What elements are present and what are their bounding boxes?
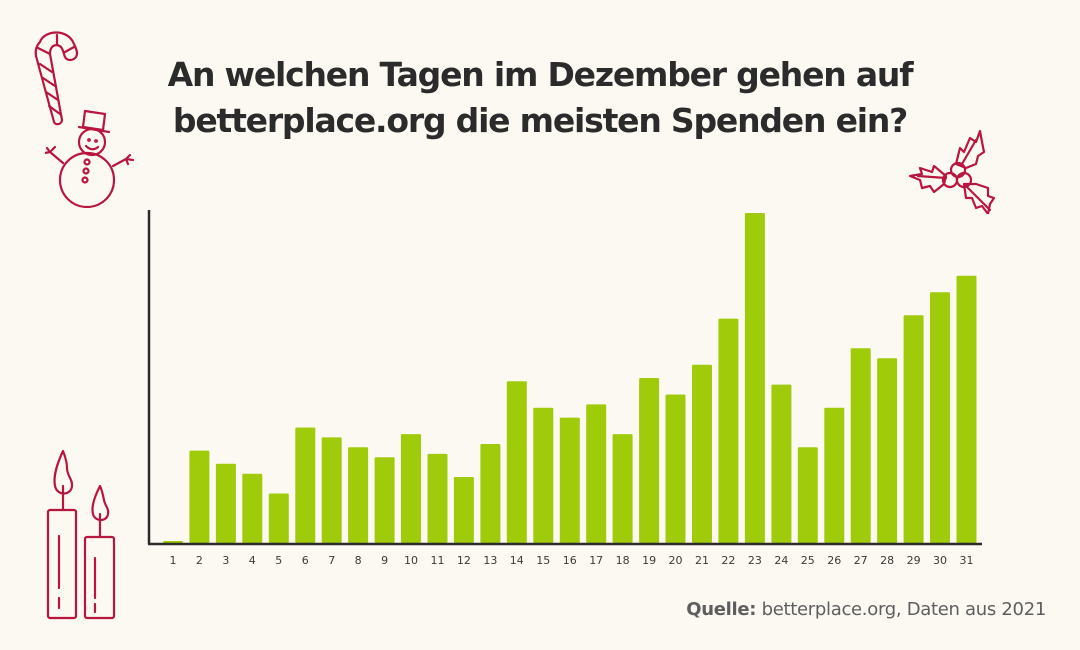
bar-day-24	[771, 384, 792, 543]
bar-day-19	[639, 378, 660, 543]
bar-day-18	[612, 434, 633, 543]
x-tick-label: 9	[381, 554, 388, 567]
source-label: Quelle:	[686, 599, 757, 620]
bar-day-23	[744, 213, 765, 543]
x-tick-label: 12	[457, 554, 471, 567]
bar-day-20	[665, 394, 686, 543]
bar-day-1	[163, 541, 183, 543]
x-tick-label: 7	[328, 554, 335, 567]
title-line-1: An welchen Tagen im Dezember gehen auf	[167, 55, 914, 94]
candles-icon	[46, 449, 116, 620]
x-tick-label: 21	[695, 554, 709, 567]
bar-day-13	[480, 444, 501, 543]
bar-day-21	[692, 364, 712, 543]
bar-day-9	[374, 457, 395, 543]
x-tick-label: 26	[827, 554, 841, 567]
x-tick-label: 8	[355, 554, 362, 567]
bar-day-16	[559, 417, 580, 543]
x-tick-label: 23	[748, 554, 762, 567]
x-tick-label: 18	[616, 554, 630, 567]
bar-day-10	[401, 434, 421, 543]
x-tick-label: 31	[960, 554, 974, 567]
bar-day-30	[930, 292, 950, 543]
x-tick-label: 20	[669, 554, 683, 567]
bar-day-12	[453, 477, 474, 543]
x-tick-label: 3	[222, 554, 229, 567]
x-tick-label: 1	[170, 554, 177, 567]
bar-day-15	[533, 407, 554, 543]
x-tick-label: 11	[431, 554, 445, 567]
bar-day-17	[586, 404, 607, 543]
holly-icon	[908, 129, 996, 214]
bar-day-31	[956, 275, 977, 543]
x-tick-label: 2	[196, 554, 203, 567]
x-tick-label: 22	[721, 554, 735, 567]
bar-day-11	[427, 453, 448, 543]
bar-day-27	[850, 348, 871, 543]
x-tick-label: 24	[774, 554, 788, 567]
bar-day-2	[189, 450, 210, 543]
x-tick-label: 10	[404, 554, 418, 567]
x-tick-label: 28	[880, 554, 894, 567]
bars-group	[163, 213, 977, 543]
bar-day-14	[506, 381, 527, 543]
x-tick-label: 14	[510, 554, 524, 567]
x-tick-label: 15	[536, 554, 550, 567]
bar-day-3	[215, 463, 236, 543]
snowman-icon	[45, 109, 135, 208]
x-tick-label: 16	[563, 554, 577, 567]
bar-day-7	[321, 437, 342, 543]
bar-day-26	[824, 407, 845, 543]
bar-day-22	[718, 318, 739, 543]
x-tick-label: 4	[249, 554, 256, 567]
x-tick-label: 17	[589, 554, 603, 567]
x-tick-labels: 1 2 3 4 5 6 7 8 9 10 11 12 13 14 15 16 17 18 19 20 21 22 23 24 2…	[170, 554, 974, 567]
x-tick-label: 25	[801, 554, 815, 567]
bar-day-29	[903, 315, 924, 543]
x-tick-label: 29	[907, 554, 921, 567]
title-line-2: betterplace.org die meisten Spenden ein?	[172, 101, 908, 140]
x-tick-label: 13	[483, 554, 497, 567]
x-tick-label: 27	[854, 554, 868, 567]
bar-day-8	[348, 447, 369, 543]
candy-cane-icon	[34, 31, 79, 126]
bar-day-28	[877, 358, 898, 543]
bar-day-4	[242, 473, 263, 543]
chart-title: An welchen Tagen im Dezember gehen auf b…	[110, 52, 970, 144]
bar-day-6	[295, 427, 316, 543]
source-note: Quelle: betterplace.org, Daten aus 2021	[686, 599, 1046, 620]
source-text: betterplace.org, Daten aus 2021	[756, 599, 1047, 620]
x-tick-label: 6	[302, 554, 309, 567]
x-tick-label: 19	[642, 554, 656, 567]
bar-day-25	[797, 447, 818, 543]
x-tick-label: 30	[933, 554, 947, 567]
x-tick-label: 5	[275, 554, 282, 567]
bar-day-5	[268, 493, 289, 543]
